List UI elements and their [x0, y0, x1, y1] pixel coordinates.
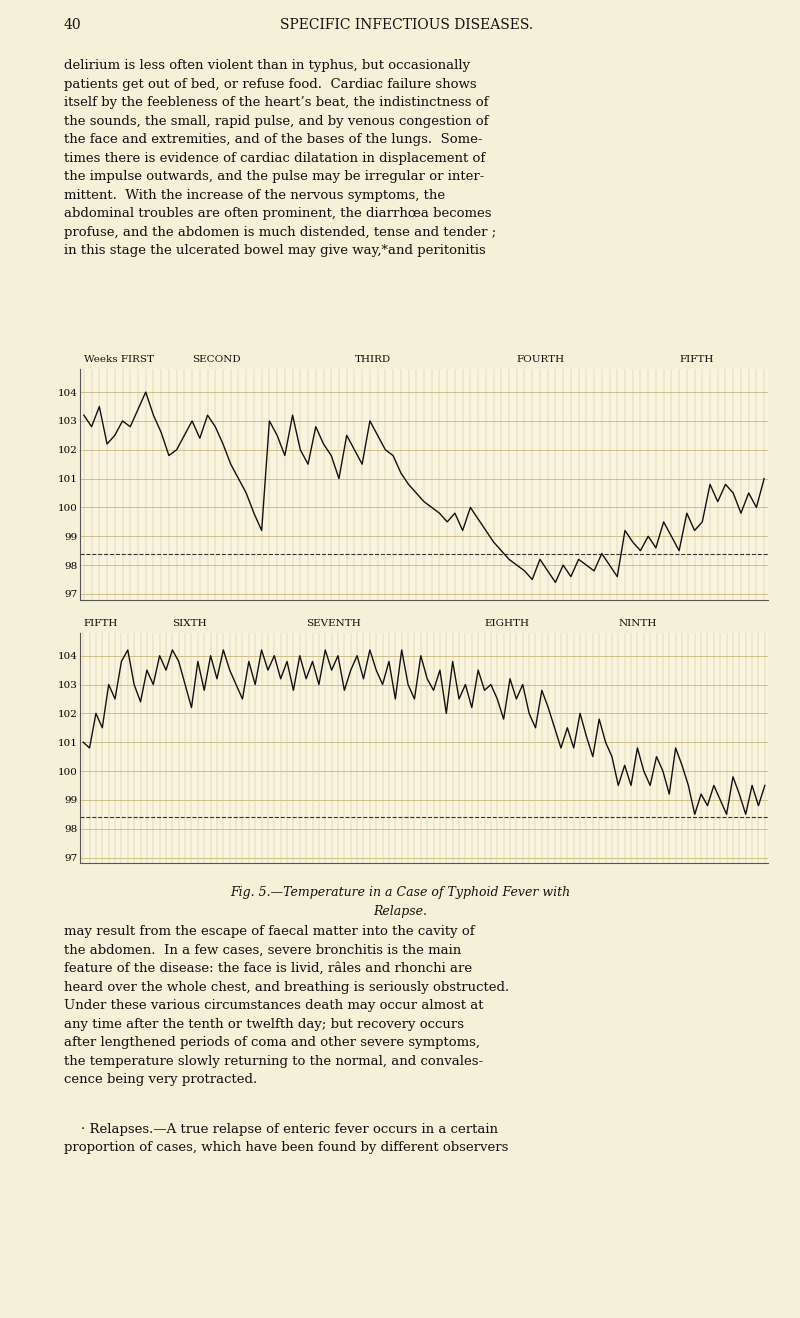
Text: NINTH: NINTH [618, 619, 657, 629]
Text: Relapse.: Relapse. [373, 905, 427, 919]
Text: SEVENTH: SEVENTH [306, 619, 361, 629]
Text: FIFTH: FIFTH [679, 356, 714, 365]
Text: delirium is less often violent than in typhus, but occasionally
patients get out: delirium is less often violent than in t… [64, 59, 496, 257]
Text: THIRD: THIRD [354, 356, 390, 365]
Text: may result from the escape of faecal matter into the cavity of
the abdomen.  In : may result from the escape of faecal mat… [64, 925, 510, 1086]
Text: FOURTH: FOURTH [517, 356, 565, 365]
Text: EIGHTH: EIGHTH [485, 619, 530, 629]
Text: FIFTH: FIFTH [83, 619, 118, 629]
Text: SIXTH: SIXTH [172, 619, 207, 629]
Text: · Relapses.—A true relapse of enteric fever occurs in a certain
proportion of ca: · Relapses.—A true relapse of enteric fe… [64, 1123, 508, 1155]
Text: Fig. 5.—Temperature in a Case of Typhoid Fever with: Fig. 5.—Temperature in a Case of Typhoid… [230, 886, 570, 899]
Text: 40: 40 [64, 18, 82, 32]
Text: Weeks FIRST: Weeks FIRST [84, 356, 154, 365]
Text: SECOND: SECOND [192, 356, 241, 365]
Text: SPECIFIC INFECTIOUS DISEASES.: SPECIFIC INFECTIOUS DISEASES. [280, 18, 533, 32]
